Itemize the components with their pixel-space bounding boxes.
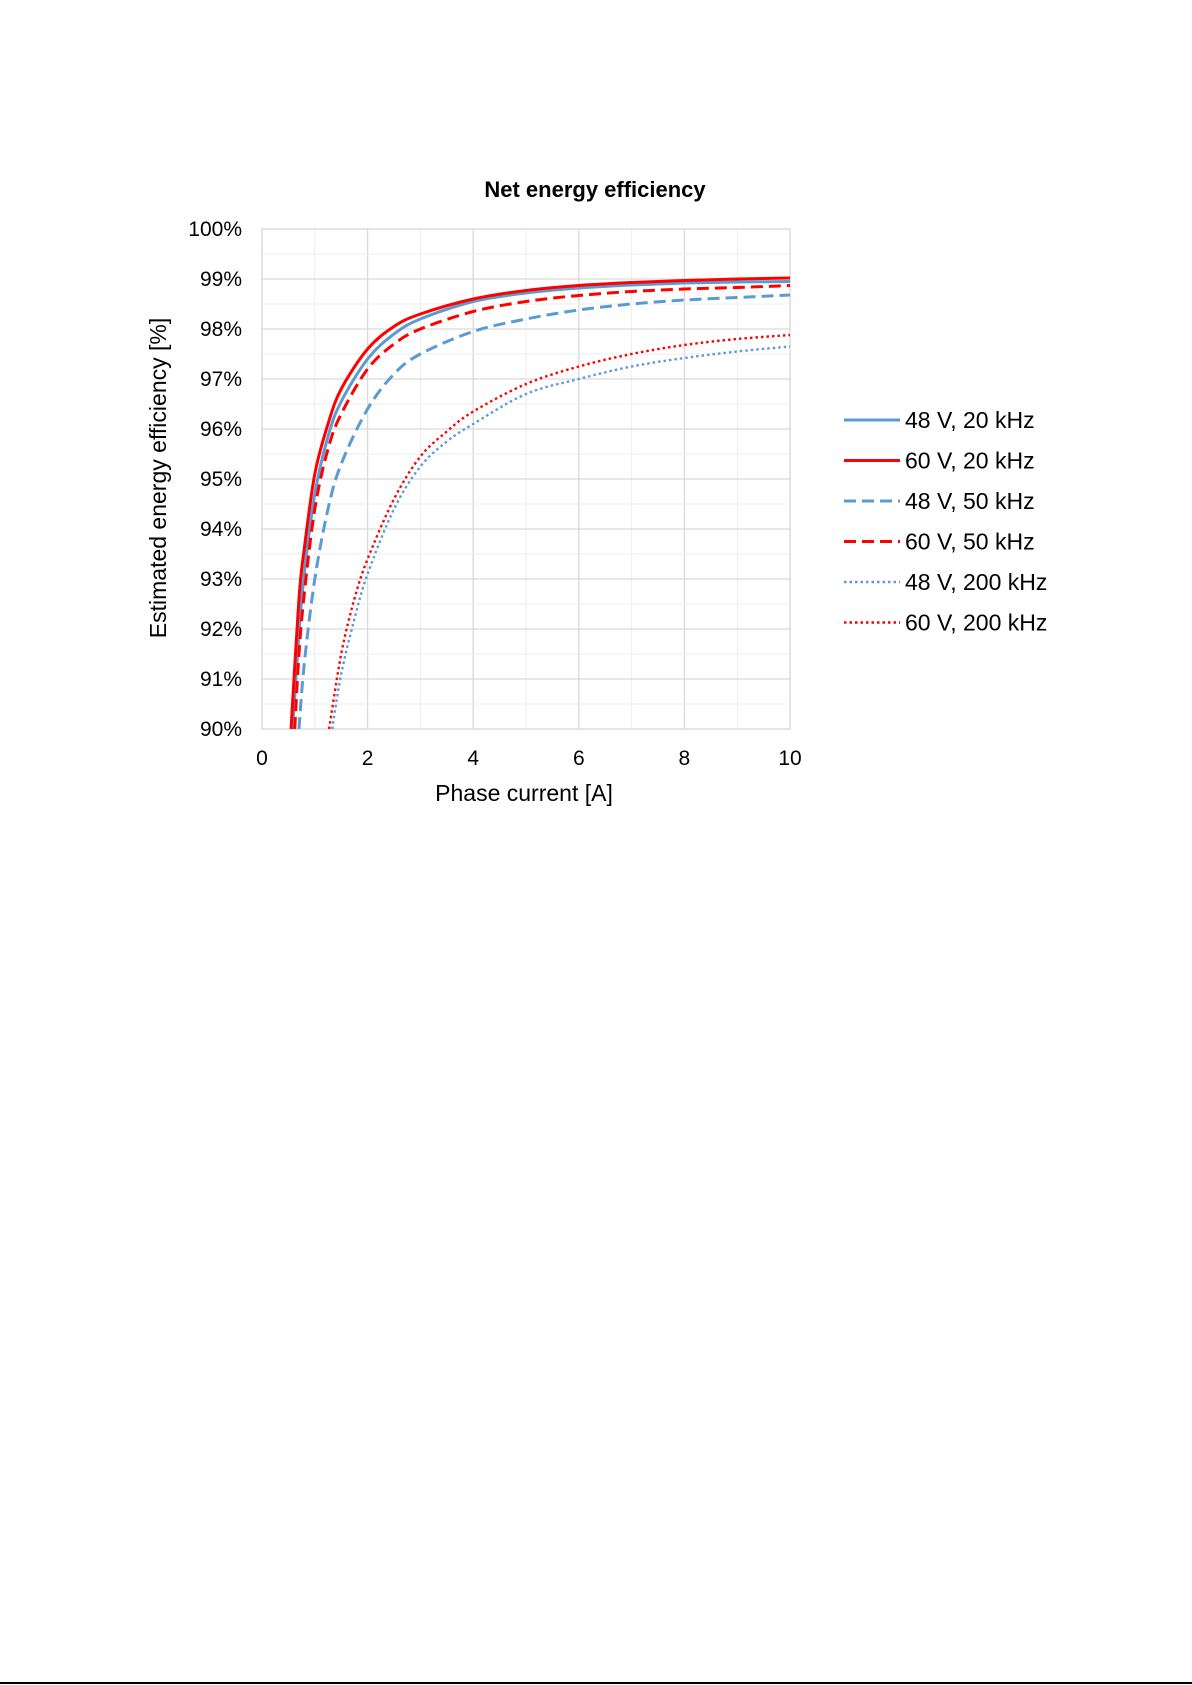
y-tick-label: 99% bbox=[200, 268, 242, 291]
y-tick-label: 90% bbox=[200, 718, 242, 741]
legend-label: 48 V, 20 kHz bbox=[905, 407, 1035, 433]
y-tick-label: 94% bbox=[200, 518, 242, 541]
page-bottom-rule bbox=[0, 1682, 1192, 1684]
x-tick-label: 6 bbox=[573, 747, 585, 770]
series-line-6 bbox=[327, 333, 791, 730]
legend-label: 60 V, 50 kHz bbox=[905, 529, 1035, 555]
y-tick-label: 95% bbox=[200, 468, 242, 491]
y-axis-title: Estimated energy efficiency [%] bbox=[145, 318, 171, 638]
legend-item: 60 V, 20 kHz bbox=[844, 448, 1035, 474]
x-axis-ticks: 0 2 4 6 8 10 bbox=[256, 747, 802, 770]
y-tick-label: 98% bbox=[200, 318, 242, 341]
x-tick-label: 2 bbox=[362, 747, 374, 770]
y-axis-ticks: 90% 91% 92% 93% 94% 95% 96% 97% 98% 99% 100% bbox=[188, 218, 242, 741]
y-tick-label: 93% bbox=[200, 568, 242, 591]
y-tick-label: 100% bbox=[188, 218, 242, 241]
x-axis-title: Phase current [A] bbox=[435, 780, 613, 806]
legend-item: 60 V, 50 kHz bbox=[844, 529, 1035, 555]
series-line-2 bbox=[289, 276, 791, 730]
legend-label: 60 V, 20 kHz bbox=[905, 448, 1035, 474]
series-line-5 bbox=[331, 345, 791, 730]
legend-label: 60 V, 200 kHz bbox=[905, 610, 1047, 636]
x-tick-label: 4 bbox=[467, 747, 479, 770]
series-layer bbox=[289, 276, 791, 730]
y-tick-label: 91% bbox=[200, 668, 242, 691]
series-line-4 bbox=[293, 284, 791, 730]
y-tick-label: 96% bbox=[200, 418, 242, 441]
x-tick-label: 0 bbox=[256, 747, 268, 770]
x-tick-label: 8 bbox=[679, 747, 691, 770]
legend-item: 60 V, 200 kHz bbox=[844, 610, 1047, 636]
chart-title: Net energy efficiency bbox=[484, 177, 706, 202]
y-tick-label: 97% bbox=[200, 368, 242, 391]
legend: 48 V, 20 kHz 60 V, 20 kHz 48 V, 50 kHz 60 V… bbox=[844, 407, 1047, 636]
series-line-1 bbox=[291, 280, 791, 730]
legend-item: 48 V, 200 kHz bbox=[844, 569, 1047, 595]
legend-item: 48 V, 20 kHz bbox=[844, 407, 1035, 433]
x-tick-label: 10 bbox=[778, 747, 801, 770]
grid-lines bbox=[261, 228, 791, 730]
y-tick-label: 92% bbox=[200, 618, 242, 641]
legend-label: 48 V, 50 kHz bbox=[905, 488, 1035, 514]
legend-item: 48 V, 50 kHz bbox=[844, 488, 1035, 514]
series-line-3 bbox=[297, 293, 791, 730]
legend-label: 48 V, 200 kHz bbox=[905, 569, 1047, 595]
